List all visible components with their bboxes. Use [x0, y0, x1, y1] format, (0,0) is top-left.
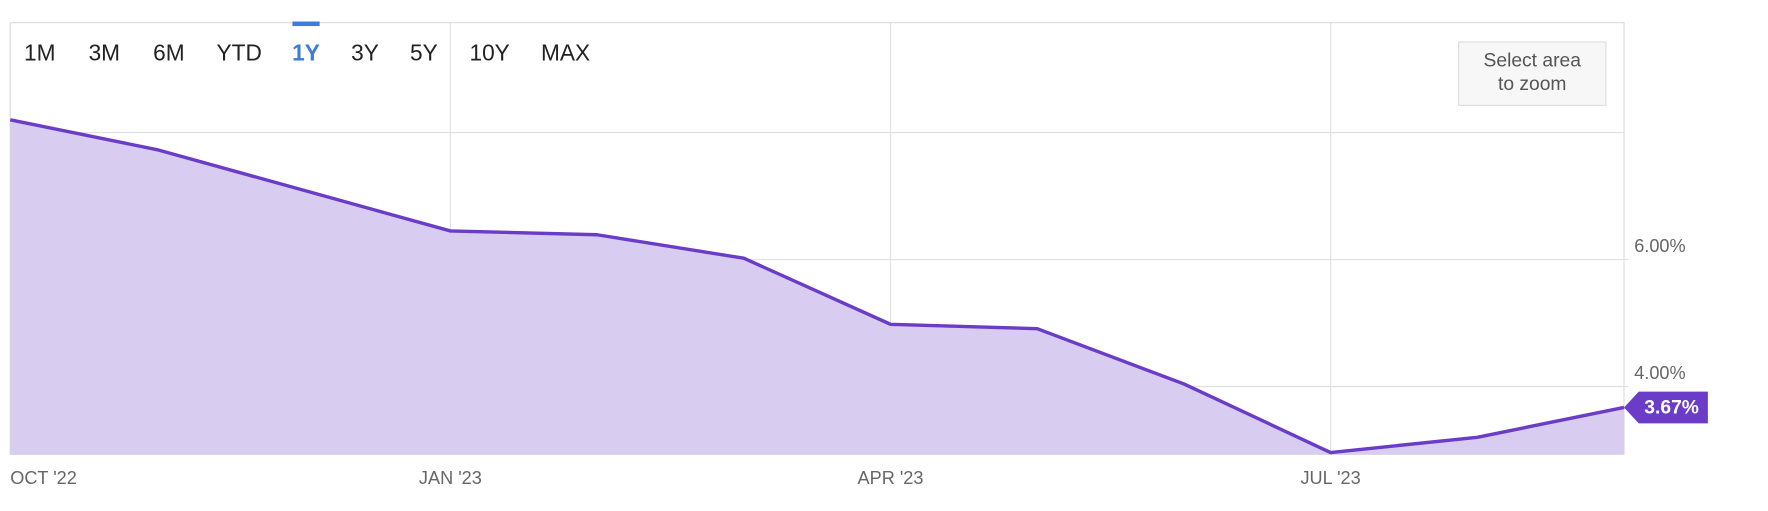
zoom-button-text: to zoom	[1498, 74, 1566, 95]
y-tick-label: 4.00%	[1634, 363, 1685, 383]
zoom-button-text: Select area	[1484, 50, 1582, 71]
range-button[interactable]: 1Y	[292, 39, 320, 65]
range-button[interactable]: 10Y	[469, 39, 509, 65]
x-tick-label: OCT '22	[10, 468, 77, 488]
zoom-button[interactable]	[1457, 41, 1607, 106]
line	[9, 118, 1625, 455]
range-button[interactable]: YTD	[217, 39, 262, 65]
range-button[interactable]: 3Y	[351, 39, 379, 65]
value-label: 3.67%	[1644, 398, 1699, 419]
selected-indicator	[292, 21, 320, 27]
area-fill	[10, 119, 1625, 455]
range-button[interactable]: 6M	[153, 39, 184, 65]
range-button[interactable]: 5Y	[410, 39, 438, 65]
x-tick-label: JUL '23	[1300, 468, 1360, 488]
range-button[interactable]: 3M	[89, 39, 120, 65]
value-badge	[1624, 391, 1708, 424]
x-tick-label: JAN '23	[419, 468, 482, 488]
x-tick-label: APR '23	[858, 468, 924, 488]
range-button[interactable]: 1M	[24, 39, 55, 65]
range-button[interactable]: MAX	[541, 39, 590, 65]
y-tick-label: 6.00%	[1634, 236, 1685, 256]
